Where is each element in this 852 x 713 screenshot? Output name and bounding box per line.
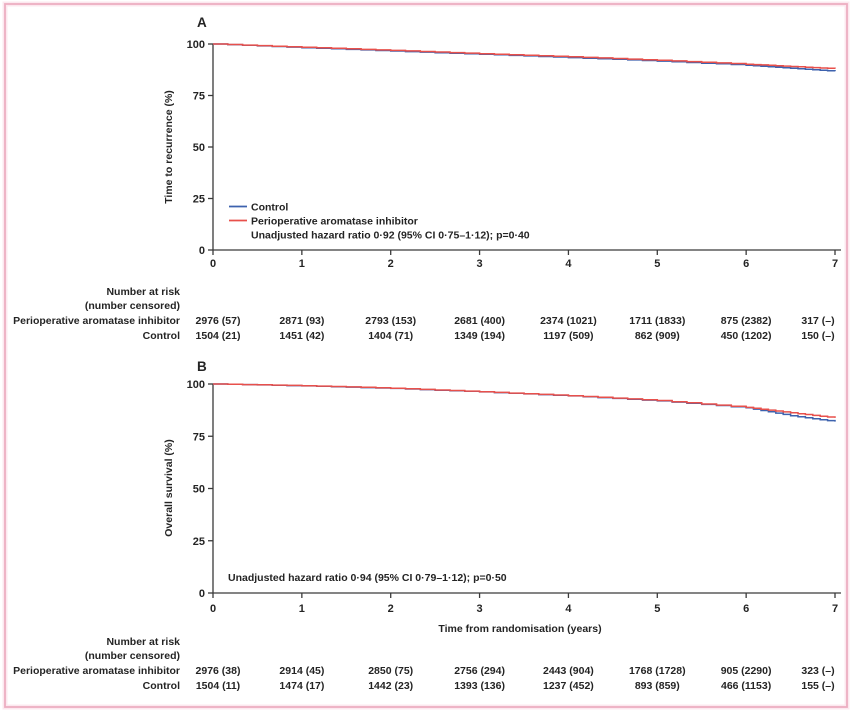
- panel-b-ylabel: Overall survival (%): [163, 439, 175, 536]
- x-tick-label: 5: [654, 603, 660, 615]
- risk-cell: 2976 (57): [196, 315, 241, 327]
- risk-cell: 1237 (452): [543, 680, 594, 692]
- risk-cell: 1197 (509): [543, 330, 593, 342]
- y-tick-label: 100: [187, 39, 205, 51]
- risk-cell: 450 (1202): [721, 330, 772, 342]
- x-tick-label: 7: [832, 603, 838, 615]
- km-curve-control: [213, 383, 836, 422]
- risk-cell: 1504 (11): [196, 680, 240, 692]
- x-tick-label: 6: [743, 603, 749, 615]
- x-tick-label: 7: [832, 258, 838, 270]
- risk-cell: 323 (–): [801, 665, 834, 677]
- y-tick-label: 25: [193, 536, 205, 548]
- risk-cell: 875 (2382): [721, 315, 772, 327]
- risk-cell: 1768 (1728): [629, 665, 686, 677]
- risk-a-row-label-treatment: Perioperative aromatase inhibitor: [13, 315, 180, 327]
- x-tick-label: 0: [210, 603, 216, 615]
- risk-cell: 1404 (71): [368, 330, 413, 342]
- risk-cell: 2850 (75): [368, 665, 413, 677]
- km-curve-control: [213, 43, 836, 72]
- legend-treatment-label: Perioperative aromatase inhibitor: [251, 216, 418, 228]
- y-tick-label: 50: [193, 484, 205, 496]
- risk-cell: 2443 (904): [543, 665, 594, 677]
- panel-b-plot: 0 25 50 75 100 0 1 2 3 4 5 6 7: [187, 379, 841, 615]
- y-tick-label: 0: [199, 245, 205, 257]
- x-tick-label: 2: [388, 258, 394, 270]
- y-tick-label: 75: [193, 91, 205, 103]
- risk-cell: 2871 (93): [279, 315, 324, 327]
- risk-cell: 893 (859): [635, 680, 680, 692]
- risk-cell: 2976 (38): [196, 665, 241, 677]
- risk-b-values: 2976 (38) 2914 (45) 2850 (75) 2756 (294) 244…: [196, 665, 835, 692]
- risk-cell: 1442 (23): [368, 680, 413, 692]
- figure-frame: [4, 3, 848, 708]
- x-tick-label: 4: [565, 603, 572, 615]
- risk-cell: 862 (909): [635, 330, 680, 342]
- risk-a-row-label-control: Control: [143, 330, 180, 342]
- risk-a-header-1: Number at risk: [106, 286, 180, 298]
- risk-b-header-1: Number at risk: [106, 636, 180, 648]
- risk-b-row-label-treatment: Perioperative aromatase inhibitor: [13, 665, 180, 677]
- risk-cell: 2374 (1021): [540, 315, 597, 327]
- risk-cell: 2914 (45): [279, 665, 324, 677]
- risk-cell: 905 (2290): [721, 665, 772, 677]
- x-tick-label: 3: [477, 603, 483, 615]
- y-tick-label: 0: [199, 588, 205, 600]
- y-tick-label: 100: [187, 379, 205, 391]
- risk-cell: 1349 (194): [454, 330, 505, 342]
- x-tick-label: 1: [299, 603, 305, 615]
- y-tick-label: 50: [193, 142, 205, 154]
- risk-cell: 2793 (153): [365, 315, 416, 327]
- panel-b-letter: B: [197, 359, 207, 374]
- x-tick-label: 6: [743, 258, 749, 270]
- panel-a-annotation: Unadjusted hazard ratio 0·92 (95% CI 0·7…: [251, 230, 530, 242]
- risk-cell: 2681 (400): [454, 315, 505, 327]
- km-curve-treatment: [213, 43, 836, 70]
- legend-control-label: Control: [251, 202, 288, 214]
- risk-cell: 1451 (42): [279, 330, 324, 342]
- risk-b-header-2: (number censored): [85, 650, 180, 662]
- risk-cell: 466 (1153): [721, 680, 771, 692]
- panel-b-annotation: Unadjusted hazard ratio 0·94 (95% CI 0·7…: [228, 572, 507, 584]
- y-tick-label: 75: [193, 431, 205, 443]
- risk-cell: 155 (–): [801, 680, 834, 692]
- risk-cell: 1504 (21): [196, 330, 241, 342]
- x-tick-label: 2: [388, 603, 394, 615]
- y-tick-label: 25: [193, 194, 205, 206]
- risk-cell: 1474 (17): [279, 680, 324, 692]
- panel-a-plot: 0 25 50 75 100 0 1 2 3 4 5 6 7: [187, 39, 841, 270]
- x-axis-title: Time from randomisation (years): [438, 623, 601, 635]
- x-tick-label: 5: [654, 258, 660, 270]
- panel-a-ylabel: Time to recurrence (%): [163, 90, 175, 204]
- risk-cell: 317 (–): [801, 315, 834, 327]
- risk-cell: 2756 (294): [454, 665, 505, 677]
- risk-b-row-label-control: Control: [143, 680, 180, 692]
- panel-a-letter: A: [197, 15, 207, 30]
- risk-cell: 1393 (136): [454, 680, 505, 692]
- x-tick-label: 3: [477, 258, 483, 270]
- x-tick-label: 1: [299, 258, 305, 270]
- km-curve-treatment: [213, 383, 836, 418]
- risk-a-header-2: (number censored): [85, 300, 180, 312]
- x-tick-label: 0: [210, 258, 216, 270]
- x-tick-label: 4: [565, 258, 572, 270]
- risk-cell: 1711 (1833): [629, 315, 685, 327]
- risk-cell: 150 (–): [801, 330, 834, 342]
- risk-a-values: 2976 (57) 2871 (93) 2793 (153) 2681 (400) 23…: [196, 315, 835, 342]
